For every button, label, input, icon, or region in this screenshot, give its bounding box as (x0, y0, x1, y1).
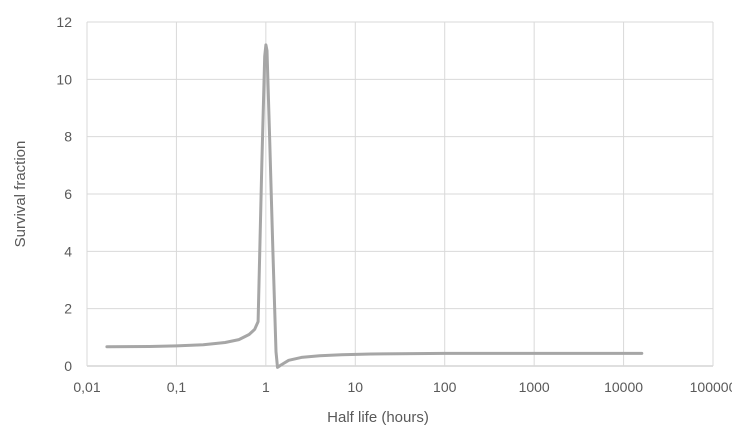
y-tick-label: 4 (64, 243, 72, 259)
x-tick-label: 10 (347, 379, 363, 395)
series-line-0 (105, 43, 644, 369)
y-tick-label: 12 (56, 14, 72, 30)
x-tick-label: 0,1 (167, 379, 187, 395)
x-tick-label: 100 (433, 379, 457, 395)
x-tick-label: 1 (262, 379, 270, 395)
y-tick-label: 10 (56, 71, 72, 87)
y-axis-title: Survival fraction (12, 141, 29, 248)
x-tick-label: 100000 (690, 379, 732, 395)
x-tick-labels: 0,01 0,1 1 10 100 1000 10000 100000 (73, 379, 732, 395)
y-tick-label: 8 (64, 129, 72, 145)
y-tick-label: 6 (64, 186, 72, 202)
x-axis-title: Half life (hours) (327, 409, 429, 426)
y-tick-label: 0 (64, 358, 72, 374)
y-tick-label: 2 (64, 301, 72, 317)
x-tick-label: 10000 (604, 379, 643, 395)
y-tick-labels: 0 2 4 6 8 10 12 (56, 14, 72, 374)
series-layer (105, 43, 644, 369)
x-tick-label: 1000 (519, 379, 550, 395)
grid-lines (86, 21, 714, 367)
x-tick-label: 0,01 (73, 379, 100, 395)
